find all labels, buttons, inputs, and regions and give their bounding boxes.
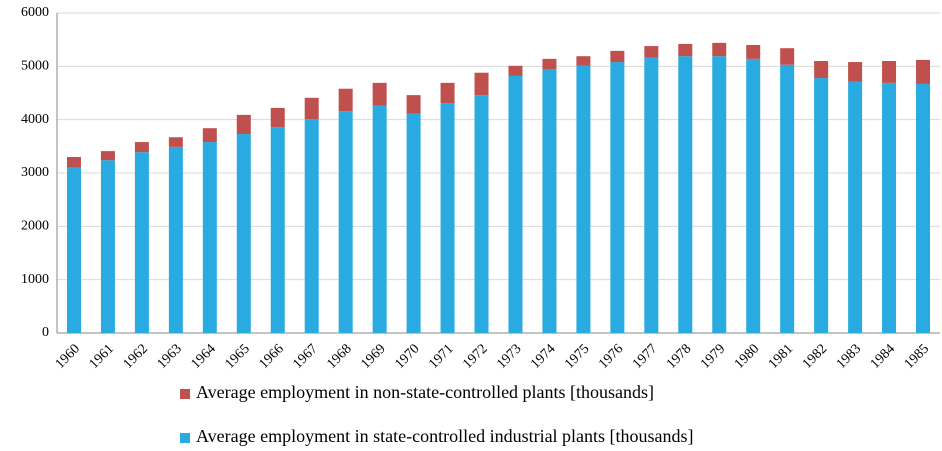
bar-segment <box>542 69 557 333</box>
x-tick-label: 1961 <box>87 341 117 371</box>
bar-segment <box>440 82 455 104</box>
y-tick-label: 4000 <box>21 112 49 127</box>
bar-segment <box>100 160 115 333</box>
bar-segment <box>916 59 931 84</box>
bar-segment <box>66 157 81 168</box>
bar-segment <box>134 152 149 333</box>
bar-segment <box>610 62 625 334</box>
bar-segment <box>168 137 183 147</box>
bar-segment <box>270 127 285 333</box>
y-tick-label: 2000 <box>21 219 49 234</box>
bar-segment <box>678 43 693 57</box>
bar-segment <box>440 103 455 333</box>
bar-segment <box>372 82 387 106</box>
bar-segment <box>100 151 115 161</box>
x-tick-label: 1971 <box>426 341 456 371</box>
bar-segment <box>372 105 387 333</box>
bar-segment <box>916 83 931 333</box>
bar-segment <box>848 62 863 82</box>
x-tick-label: 1968 <box>324 341 354 371</box>
bar-segment <box>848 81 863 333</box>
x-tick-label: 1976 <box>596 341 626 371</box>
x-tick-label: 1969 <box>358 341 388 371</box>
bar-segment <box>712 42 727 57</box>
bar-segment <box>508 65 523 76</box>
x-tick-label: 1980 <box>732 341 762 371</box>
x-tick-label: 1984 <box>868 341 898 371</box>
bar-segment <box>304 97 319 120</box>
bar-segment <box>780 48 795 65</box>
bar-segment <box>678 56 693 333</box>
bar-segment <box>202 142 217 333</box>
x-tick-label: 1974 <box>528 341 558 371</box>
x-tick-label: 1964 <box>189 341 219 371</box>
x-tick-label: 1965 <box>222 341 252 371</box>
bar-segment <box>236 134 251 333</box>
x-tick-label: 1977 <box>630 341 660 371</box>
x-tick-label: 1979 <box>698 341 728 371</box>
bar-segment <box>542 58 557 69</box>
bar-segment <box>406 95 421 114</box>
bar-segment <box>338 111 353 333</box>
bar-segment <box>338 88 353 112</box>
x-tick-label: 1982 <box>800 341 830 371</box>
x-tick-label: 1975 <box>562 341 592 371</box>
y-tick-label: 0 <box>42 325 49 340</box>
bar-segment <box>644 57 659 334</box>
bar-segment <box>882 61 897 83</box>
x-tick-label: 1970 <box>392 341 422 371</box>
bar-segment <box>168 146 183 333</box>
bar-segment <box>814 78 829 333</box>
legend: Average employment in non-state-controll… <box>180 382 694 446</box>
bar-segment <box>474 72 489 96</box>
bar-segment <box>270 107 285 128</box>
bar-segment <box>134 142 149 153</box>
y-tick-label: 3000 <box>21 165 49 180</box>
bar-segment <box>610 50 625 63</box>
y-tick-label: 1000 <box>21 272 49 287</box>
x-tick-label: 1978 <box>664 341 694 371</box>
bar-segment <box>236 114 251 135</box>
bar-segment <box>576 65 591 334</box>
x-tick-label: 1981 <box>766 341 796 371</box>
bar-segment <box>66 167 81 333</box>
bar-segment <box>474 95 489 333</box>
bar-segment <box>406 113 421 333</box>
x-tick-label: 1983 <box>834 341 864 371</box>
x-tick-label: 1973 <box>494 341 524 371</box>
bar-segment <box>746 58 761 333</box>
bar-segment <box>644 46 659 58</box>
bar-segment <box>746 45 761 59</box>
bar-segment <box>304 119 319 333</box>
bar-segment <box>780 64 795 333</box>
bar-segment <box>508 75 523 333</box>
bar-segment <box>814 61 829 79</box>
bar-segment <box>712 56 727 333</box>
legend-swatch <box>180 433 190 443</box>
bar-segment <box>576 56 591 66</box>
y-tick-label: 6000 <box>21 5 49 20</box>
bar-segment <box>882 82 897 333</box>
legend-label: Average employment in state-controlled i… <box>196 426 694 446</box>
x-tick-label: 1963 <box>155 341 185 371</box>
x-tick-label: 1972 <box>460 341 490 371</box>
x-tick-label: 1967 <box>290 341 320 371</box>
legend-swatch <box>180 389 190 399</box>
legend-label: Average employment in non-state-controll… <box>196 382 654 402</box>
x-tick-label: 1966 <box>256 341 286 371</box>
bar-segment <box>202 128 217 143</box>
x-tick-label: 1962 <box>121 341 151 371</box>
y-tick-label: 5000 <box>21 59 49 74</box>
x-tick-label: 1985 <box>902 341 932 371</box>
x-tick-label: 1960 <box>53 341 83 371</box>
